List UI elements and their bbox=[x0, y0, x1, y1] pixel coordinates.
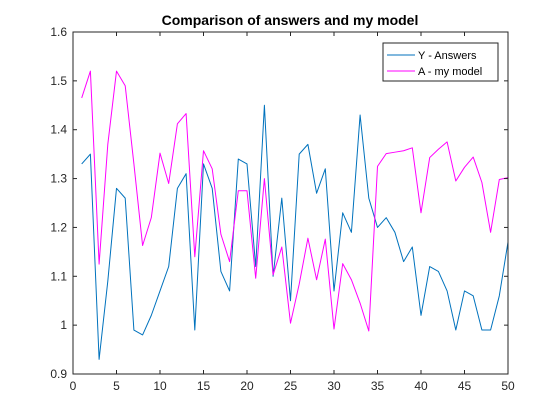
y-tick-label: 1.6 bbox=[50, 25, 67, 39]
legend-box bbox=[382, 42, 499, 82]
series-layer bbox=[81, 70, 509, 360]
y-tick-label: 1.1 bbox=[50, 269, 67, 283]
legend-label-y-answers: Y - Answers bbox=[418, 50, 477, 62]
series-line-a-my-model bbox=[81, 70, 509, 332]
x-tick-label: 40 bbox=[414, 379, 428, 393]
y-tick-label: 1.3 bbox=[50, 172, 67, 186]
x-tick-label: 35 bbox=[371, 379, 385, 393]
x-tick-label: 5 bbox=[113, 379, 120, 393]
x-tick-label: 25 bbox=[284, 379, 298, 393]
chart-title: Comparison of answers and my model bbox=[162, 12, 419, 28]
y-tick-label: 0.9 bbox=[50, 367, 67, 381]
x-tick-label: 30 bbox=[327, 379, 341, 393]
x-tick-label: 0 bbox=[70, 379, 77, 393]
x-axis: 0 5 10 15 20 25 30 35 40 45 50 bbox=[70, 32, 515, 393]
legend-label-a-my-model: A - my model bbox=[418, 66, 482, 78]
x-tick-label: 20 bbox=[240, 379, 254, 393]
x-tick-label: 50 bbox=[501, 379, 515, 393]
y-tick-label: 1 bbox=[60, 318, 67, 332]
y-tick-label: 1.5 bbox=[50, 74, 67, 88]
legend: Y - Answers A - my model bbox=[382, 42, 499, 82]
plot-area bbox=[73, 32, 508, 374]
series-line-y-answers bbox=[81, 104, 509, 360]
y-tick-label: 1.4 bbox=[50, 123, 67, 137]
y-tick-label: 1.2 bbox=[50, 220, 67, 234]
x-tick-label: 45 bbox=[458, 379, 472, 393]
x-tick-label: 15 bbox=[197, 379, 211, 393]
y-axis: 0.9 1 1.1 1.2 1.3 1.4 1.5 1.6 bbox=[50, 25, 508, 381]
x-tick-label: 10 bbox=[153, 379, 167, 393]
